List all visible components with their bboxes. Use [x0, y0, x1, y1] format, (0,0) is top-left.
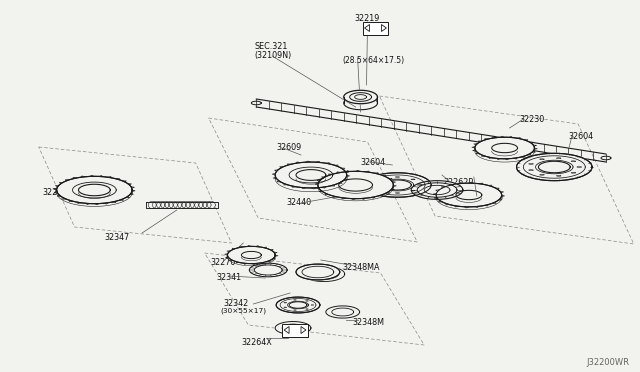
- Text: J32200WR: J32200WR: [586, 358, 629, 367]
- Text: 32609: 32609: [276, 143, 301, 152]
- Text: 32260: 32260: [43, 188, 68, 197]
- Polygon shape: [227, 246, 275, 264]
- Polygon shape: [250, 263, 287, 277]
- Polygon shape: [303, 266, 345, 282]
- Polygon shape: [516, 153, 592, 181]
- Polygon shape: [318, 171, 394, 199]
- Polygon shape: [275, 162, 347, 188]
- Polygon shape: [296, 264, 340, 280]
- Text: (32109N): (32109N): [254, 51, 292, 60]
- Polygon shape: [276, 297, 320, 313]
- Polygon shape: [191, 201, 198, 209]
- Text: SEC.321: SEC.321: [254, 42, 287, 51]
- Polygon shape: [56, 176, 132, 204]
- Bar: [282, 324, 308, 337]
- Text: 32347: 32347: [104, 233, 130, 242]
- Text: 32219: 32219: [355, 14, 380, 23]
- Text: 32341: 32341: [216, 273, 242, 282]
- Polygon shape: [165, 201, 173, 209]
- Polygon shape: [207, 201, 215, 209]
- Text: 32440: 32440: [286, 198, 311, 207]
- Text: 32604: 32604: [568, 132, 593, 141]
- Polygon shape: [344, 90, 378, 104]
- Polygon shape: [364, 173, 431, 197]
- Text: 32604: 32604: [360, 158, 386, 167]
- Polygon shape: [199, 201, 207, 209]
- Text: 32250: 32250: [472, 193, 497, 202]
- Text: (28.5×64×17.5): (28.5×64×17.5): [342, 56, 405, 65]
- Text: 32262P: 32262P: [443, 178, 473, 187]
- Polygon shape: [436, 183, 502, 207]
- Text: 32230: 32230: [520, 115, 545, 124]
- Text: 32270: 32270: [211, 258, 236, 267]
- Text: 32342: 32342: [223, 299, 249, 308]
- Text: 32348M: 32348M: [353, 318, 385, 327]
- Polygon shape: [173, 201, 182, 209]
- Polygon shape: [157, 201, 164, 209]
- Text: (30×55×17): (30×55×17): [221, 308, 267, 314]
- Text: 32264X: 32264X: [241, 338, 272, 347]
- Polygon shape: [148, 201, 156, 209]
- Polygon shape: [275, 321, 311, 334]
- Polygon shape: [182, 201, 190, 209]
- Polygon shape: [326, 306, 360, 318]
- Bar: [363, 22, 388, 35]
- Polygon shape: [475, 137, 534, 159]
- Polygon shape: [412, 181, 463, 199]
- Text: 32348MA: 32348MA: [342, 263, 380, 272]
